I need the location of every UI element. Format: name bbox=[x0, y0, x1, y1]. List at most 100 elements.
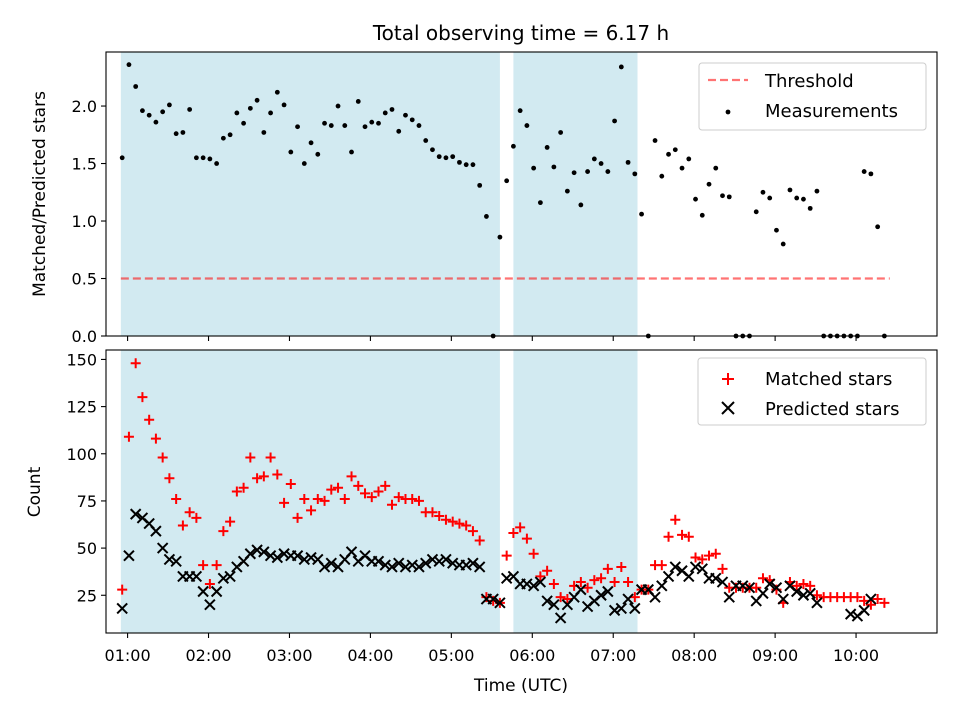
measurement-point bbox=[807, 205, 813, 211]
predicted-star-point bbox=[669, 561, 681, 573]
matched-star-point bbox=[440, 514, 451, 525]
matched-star-point bbox=[279, 497, 290, 508]
predicted-star-point bbox=[446, 557, 459, 569]
measurement-point bbox=[322, 120, 327, 126]
predicted-star-point bbox=[689, 561, 702, 573]
predicted-star-point bbox=[770, 582, 783, 594]
predicted-star-point bbox=[608, 604, 621, 617]
matched-star-point bbox=[616, 561, 627, 572]
matched-star-point bbox=[258, 471, 269, 482]
matched-star-point bbox=[508, 528, 519, 539]
predicted-star-point bbox=[386, 561, 398, 573]
measurement-point bbox=[780, 241, 786, 247]
matched-star-point bbox=[292, 512, 303, 523]
matched-star-point bbox=[211, 560, 222, 571]
measurement-point bbox=[699, 212, 705, 218]
predicted-star-point bbox=[683, 570, 695, 583]
matched-star-point bbox=[683, 531, 694, 542]
measurement-point bbox=[868, 171, 874, 177]
matched-star-point bbox=[339, 494, 350, 505]
measurement-point bbox=[537, 200, 543, 206]
predicted-star-point bbox=[426, 553, 439, 566]
predicted-star-point bbox=[790, 585, 803, 598]
matched-star-point bbox=[434, 511, 445, 522]
predicted-star-point bbox=[743, 582, 756, 594]
ratio-panel-frame bbox=[105, 51, 938, 337]
predicted-star-point bbox=[662, 570, 675, 583]
count-panel: 25 50 75 100 125 150 01:00 02:00 03:00 04:00 05:0… bbox=[25, 349, 938, 696]
measurement-point bbox=[281, 102, 287, 108]
count-panel-y-tick-label: 25 bbox=[77, 586, 97, 605]
predicted-star-point bbox=[298, 553, 311, 566]
figure-title: Total observing time = 6.17 h bbox=[372, 21, 669, 45]
matched-star-point bbox=[373, 486, 384, 497]
measurement-point bbox=[861, 169, 867, 174]
matched-star-point bbox=[562, 594, 573, 605]
measurement-point bbox=[639, 211, 644, 217]
measurements-layer bbox=[119, 62, 887, 339]
count-panel-shaded-interval bbox=[513, 350, 638, 633]
matched-star-point bbox=[346, 471, 357, 482]
matched-star-point bbox=[865, 599, 876, 610]
matched-star-point bbox=[218, 526, 229, 537]
measurement-point bbox=[389, 107, 395, 112]
predicted-star-point bbox=[170, 555, 182, 568]
predicted-star-point bbox=[217, 572, 230, 584]
measurement-point bbox=[382, 110, 388, 116]
predicted-star-point bbox=[737, 580, 749, 592]
matched-star-point bbox=[474, 535, 485, 546]
legend-matched-label: Matched stars bbox=[765, 369, 892, 390]
predicted-star-point bbox=[393, 557, 405, 569]
predicted-star-point bbox=[197, 585, 209, 598]
matched-star-point bbox=[670, 514, 681, 525]
matched-star-point bbox=[515, 522, 526, 533]
measurement-point bbox=[470, 162, 476, 168]
measurement-point bbox=[409, 117, 415, 123]
predicted-star-point bbox=[595, 589, 607, 601]
measurement-point bbox=[632, 171, 638, 177]
x-tick-label: 06:00 bbox=[509, 646, 555, 665]
predicted-star-point bbox=[116, 602, 128, 615]
predicted-star-point bbox=[420, 557, 432, 569]
count-panel-x-ticks: 01:00 02:00 03:00 04:00 05:00 06:00 07:00 08:00… bbox=[105, 633, 879, 665]
matched-star-point bbox=[312, 494, 323, 505]
measurement-point bbox=[187, 107, 193, 112]
predicted-stars-layer bbox=[116, 508, 877, 624]
predicted-star-point bbox=[602, 585, 614, 598]
measurement-point bbox=[605, 169, 611, 174]
matched-star-point bbox=[609, 577, 620, 588]
x-tick-label: 01:00 bbox=[105, 646, 151, 665]
legend-measurements-swatch bbox=[725, 109, 731, 115]
matched-star-point bbox=[353, 480, 364, 491]
measurement-point bbox=[167, 102, 172, 108]
predicted-star-point bbox=[413, 561, 425, 573]
matched-star-point bbox=[548, 578, 559, 589]
predicted-star-point bbox=[204, 598, 216, 611]
measurement-point bbox=[497, 234, 503, 240]
measurement-point bbox=[767, 195, 773, 201]
predicted-star-point bbox=[521, 578, 533, 590]
measurement-point bbox=[268, 110, 273, 116]
measurement-point bbox=[133, 84, 139, 89]
x-tick-label: 07:00 bbox=[590, 646, 636, 665]
matched-star-point bbox=[602, 563, 613, 574]
predicted-star-point bbox=[716, 576, 729, 588]
measurement-point bbox=[625, 159, 631, 165]
ratio-panel-y-tick-label: 2.0 bbox=[72, 97, 97, 116]
measurement-point bbox=[760, 189, 766, 195]
ratio-panel-shaded-interval bbox=[513, 52, 638, 336]
matched-star-point bbox=[164, 473, 175, 484]
predicted-star-point bbox=[757, 587, 769, 600]
measurement-point bbox=[618, 64, 624, 70]
ratio-panel: 0.00.51.01.52.0 Matched/Predicted stars … bbox=[30, 51, 938, 346]
measurement-point bbox=[214, 161, 220, 166]
measurement-point bbox=[787, 187, 793, 193]
count-panel-shaded-interval bbox=[120, 350, 500, 633]
matched-star-point bbox=[575, 577, 586, 588]
legend-predicted-swatch bbox=[721, 401, 735, 415]
matched-star-point bbox=[393, 492, 404, 503]
x-tick-label: 02:00 bbox=[185, 646, 231, 665]
measurement-point bbox=[564, 188, 570, 194]
measurement-point bbox=[672, 147, 678, 153]
measurement-point bbox=[511, 143, 516, 149]
